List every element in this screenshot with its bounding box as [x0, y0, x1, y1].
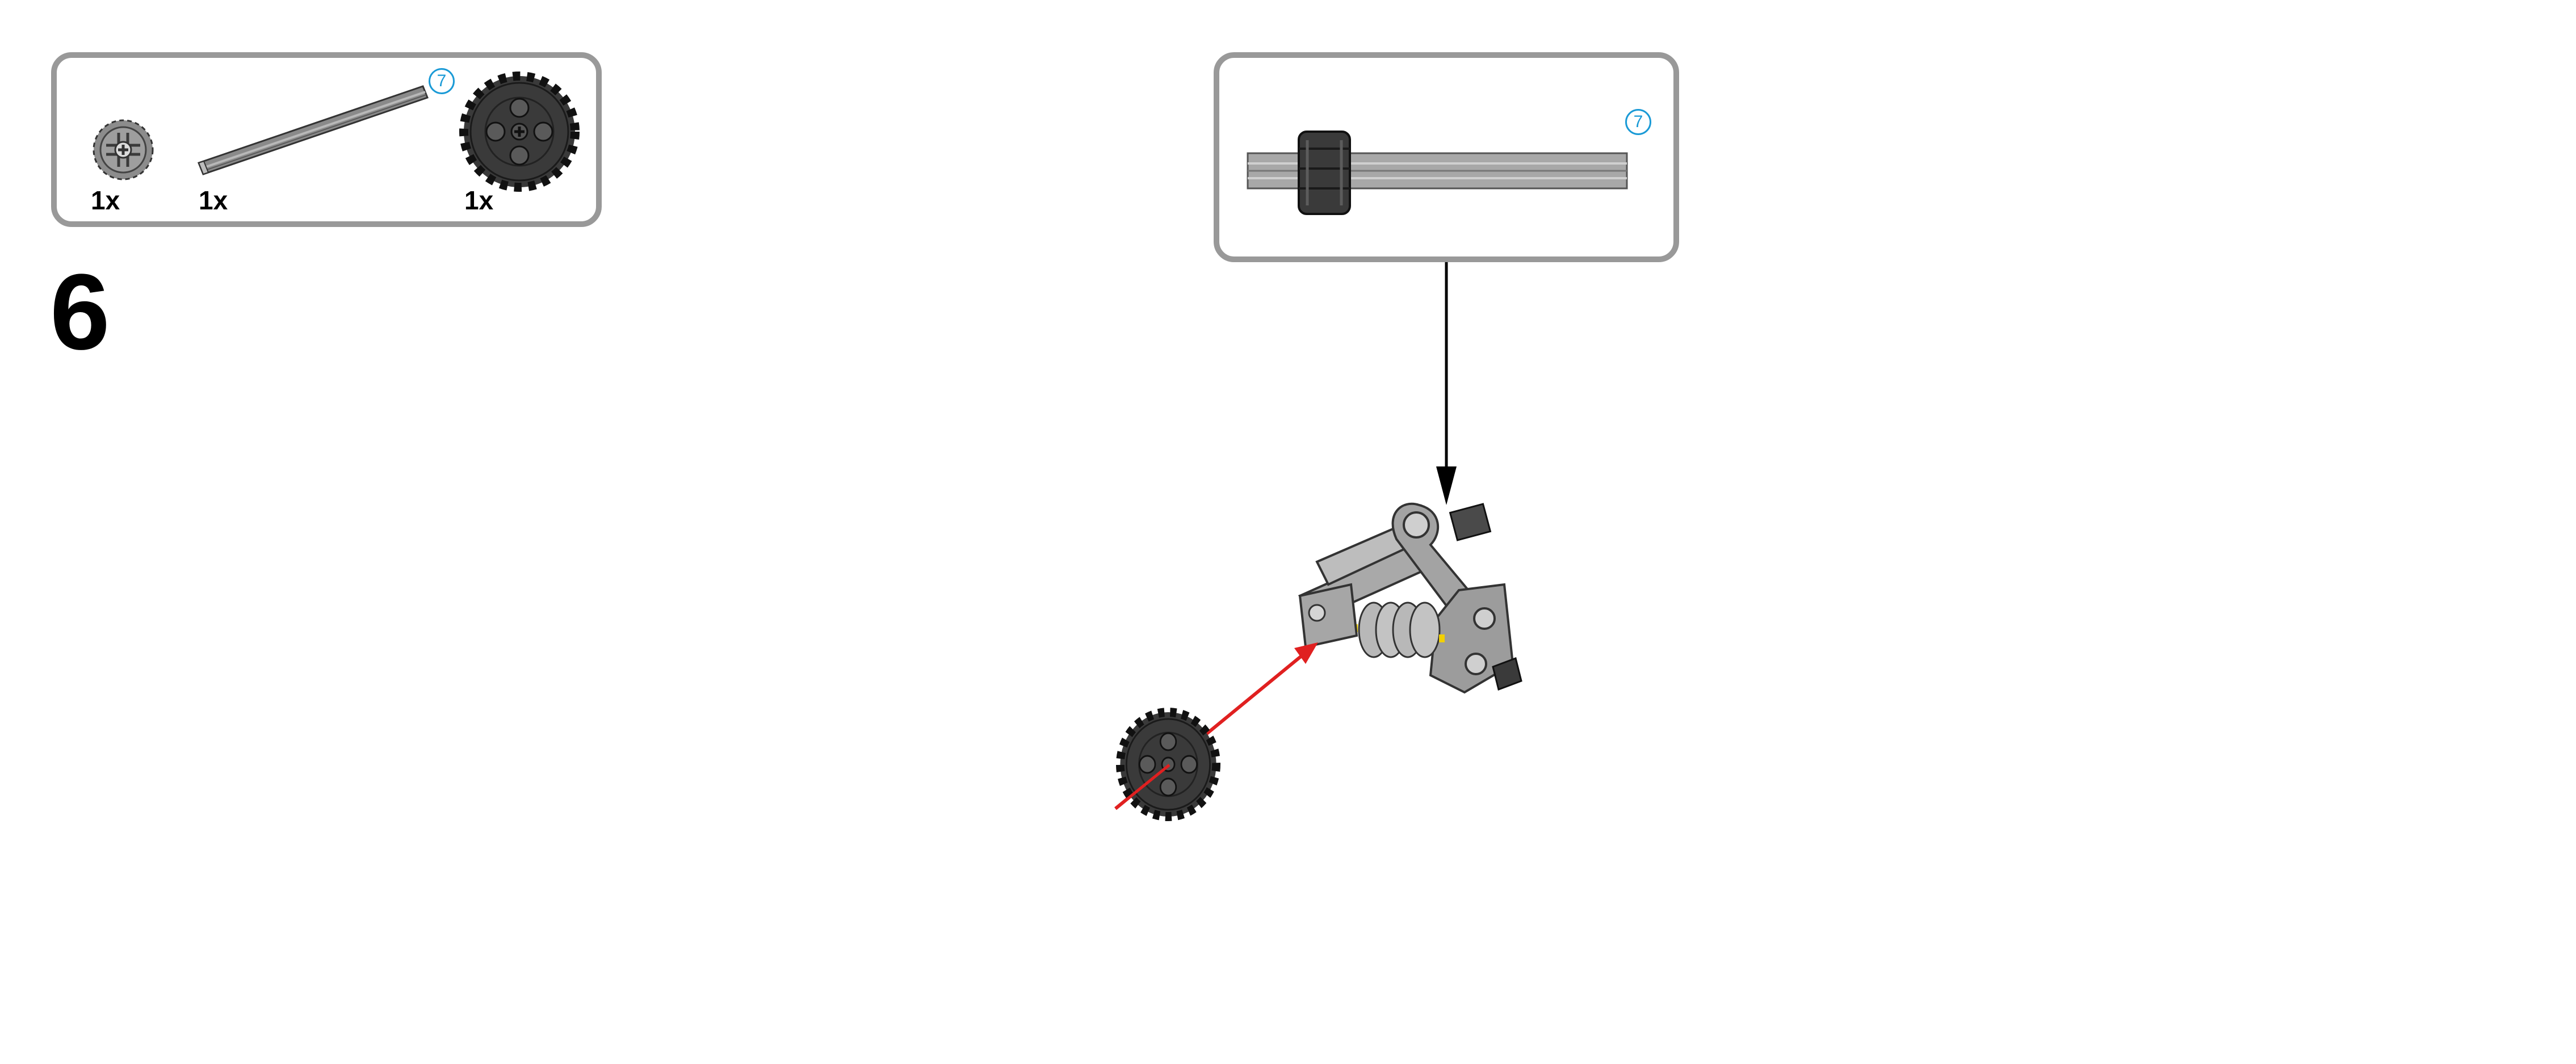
bevel-gear-part [93, 119, 154, 180]
insert-arrow-tail [1114, 764, 1170, 810]
step-number: 6 [50, 252, 110, 372]
callout-arrow [1436, 262, 1457, 505]
assembly-body [1298, 502, 1522, 694]
axle-part [198, 85, 429, 175]
parts-list-callout: 1x 7 1x 1x [51, 52, 602, 227]
gear-24-part [459, 72, 580, 192]
axle-quantity: 1x [199, 186, 228, 215]
submodel-length-badge: 7 [1625, 109, 1651, 135]
gear-24-quantity: 1x [464, 186, 494, 215]
bevel-gear-quantity: 1x [91, 186, 120, 215]
submodel-callout: 7 [1214, 52, 1679, 262]
submodel-assembly [1247, 131, 1628, 215]
axle-length-badge: 7 [429, 68, 455, 94]
gear-24-inserted [1115, 708, 1221, 821]
